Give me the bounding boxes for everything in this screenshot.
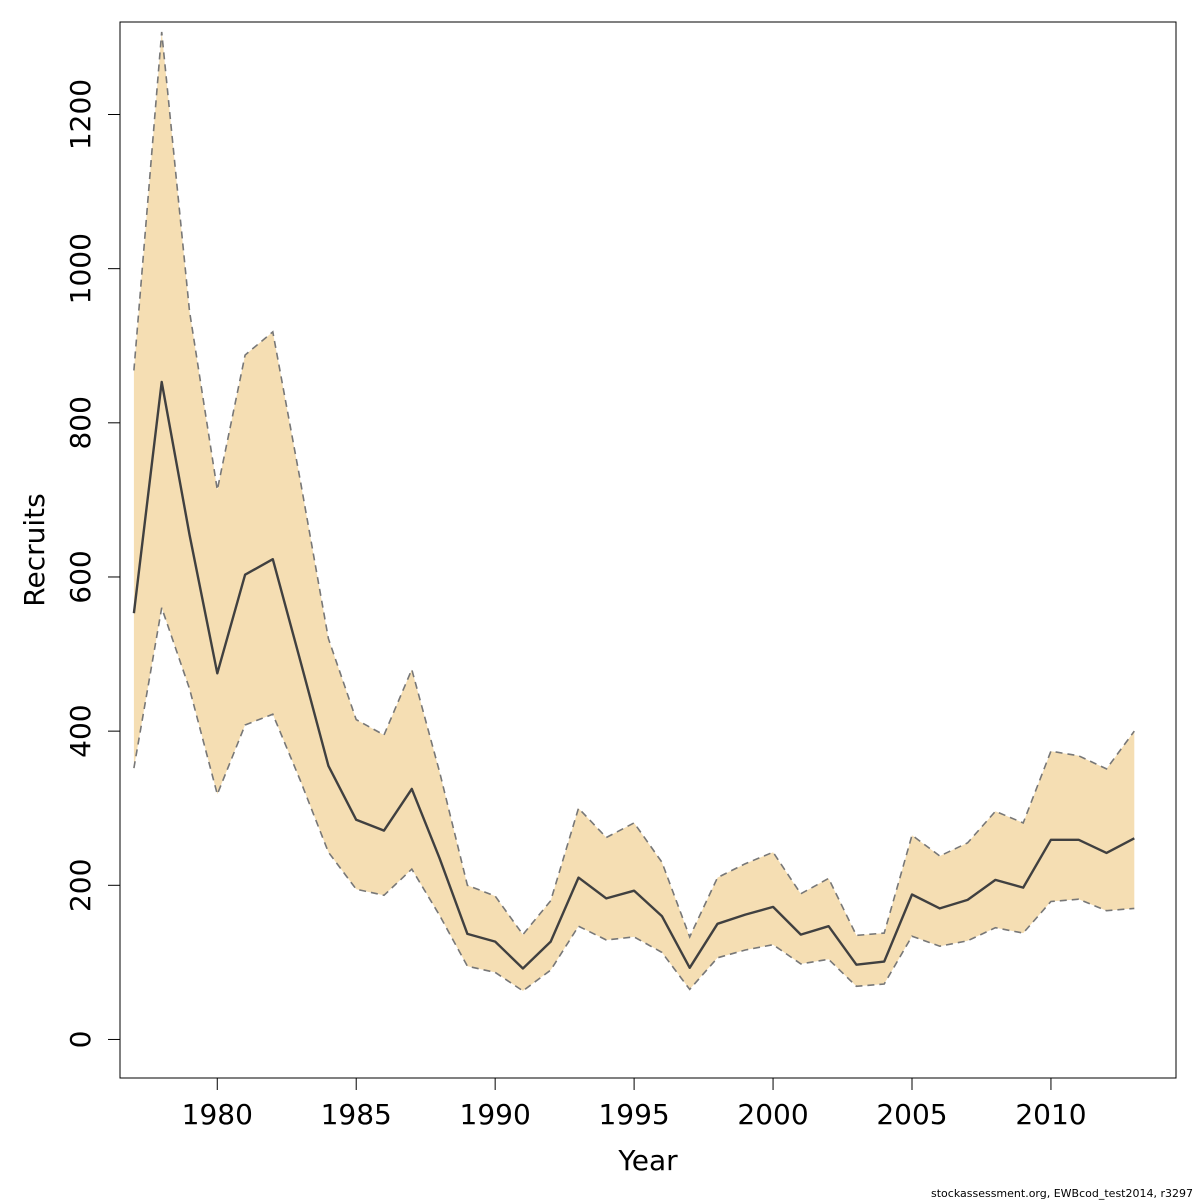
y-axis: 0 200 400 600 800 1000 1200 — [64, 79, 121, 1049]
y-tick-label: 600 — [64, 550, 97, 603]
y-tick-label: 200 — [64, 859, 97, 912]
y-tick-label: 0 — [64, 1031, 97, 1049]
estimate-line — [132, 380, 1135, 970]
x-tick-label: 1995 — [598, 1098, 669, 1131]
x-tick-label: 2000 — [737, 1098, 808, 1131]
x-tick-label: 1990 — [460, 1098, 531, 1131]
confidence-band-layer — [133, 32, 1135, 991]
y-tick-label: 1000 — [64, 233, 97, 304]
x-tick-label: 1985 — [321, 1098, 392, 1131]
footer-credit: stockassessment.org, EWBcod_test2014, r3… — [931, 1187, 1193, 1200]
lower-bound-line — [133, 607, 1135, 992]
y-tick-label: 1200 — [64, 79, 97, 150]
y-tick-label: 800 — [64, 396, 97, 449]
x-tick-label: 1980 — [182, 1098, 253, 1131]
y-axis-title: Recruits — [18, 493, 51, 606]
x-tick-label: 2010 — [1015, 1098, 1086, 1131]
y-tick-label: 400 — [64, 704, 97, 757]
confidence-band — [133, 32, 1135, 991]
x-axis: 1980 1985 1990 1995 2000 2005 2010 — [182, 1077, 1087, 1131]
series-line-layer — [132, 31, 1135, 992]
x-axis-title: Year — [617, 1144, 678, 1177]
upper-bound-line — [133, 31, 1135, 939]
x-tick-label: 2005 — [876, 1098, 947, 1131]
